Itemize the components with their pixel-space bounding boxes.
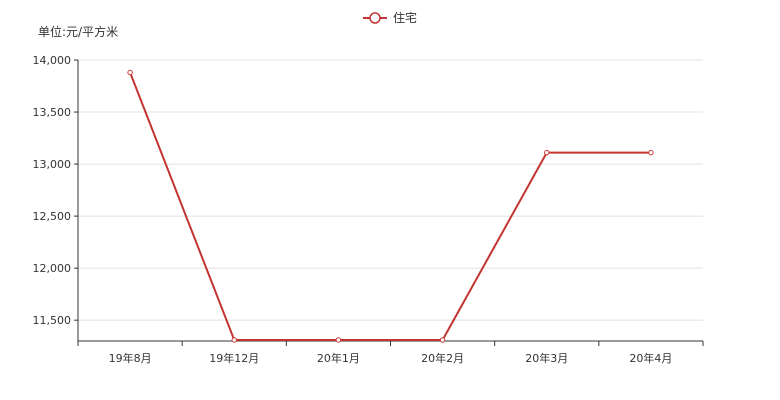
x-tick-label: 20年4月 xyxy=(629,351,672,365)
grid-lines xyxy=(78,59,703,321)
legend-marker-icon xyxy=(369,12,381,24)
x-tick-label: 20年1月 xyxy=(317,351,360,365)
data-point[interactable] xyxy=(544,149,550,156)
legend[interactable]: 住宅 xyxy=(363,10,417,25)
data-point[interactable] xyxy=(231,337,237,343)
x-tick-label: 19年12月 xyxy=(209,351,259,365)
x-tick-label: 19年8月 xyxy=(109,351,152,365)
axes xyxy=(74,59,704,346)
series-points xyxy=(127,69,654,343)
data-point[interactable] xyxy=(648,149,654,156)
y-axis-unit-label: 单位:元/平方米 xyxy=(38,24,118,39)
y-tick-label: 13,000 xyxy=(33,158,72,171)
data-point[interactable] xyxy=(439,337,446,343)
y-tick-label: 12,500 xyxy=(33,210,72,223)
series-line xyxy=(129,72,651,341)
series-lines xyxy=(129,72,651,341)
x-tick-label: 20年3月 xyxy=(525,351,568,365)
y-tick-label: 12,000 xyxy=(33,262,72,275)
x-tick-label: 20年2月 xyxy=(421,351,464,365)
y-tick-label: 14,000 xyxy=(33,54,72,67)
data-point[interactable] xyxy=(127,69,133,76)
data-point[interactable] xyxy=(335,337,342,343)
x-tick-labels: 19年8月 19年12月 20年1月 20年2月 20年3月 20年4月 xyxy=(109,351,673,365)
y-tick-label: 11,500 xyxy=(33,314,72,327)
y-tick-label: 13,500 xyxy=(33,106,72,119)
y-tick-labels: 11,500 12,000 12,500 13,000 13,500 14,000 xyxy=(33,54,72,327)
legend-label: 住宅 xyxy=(393,10,417,25)
